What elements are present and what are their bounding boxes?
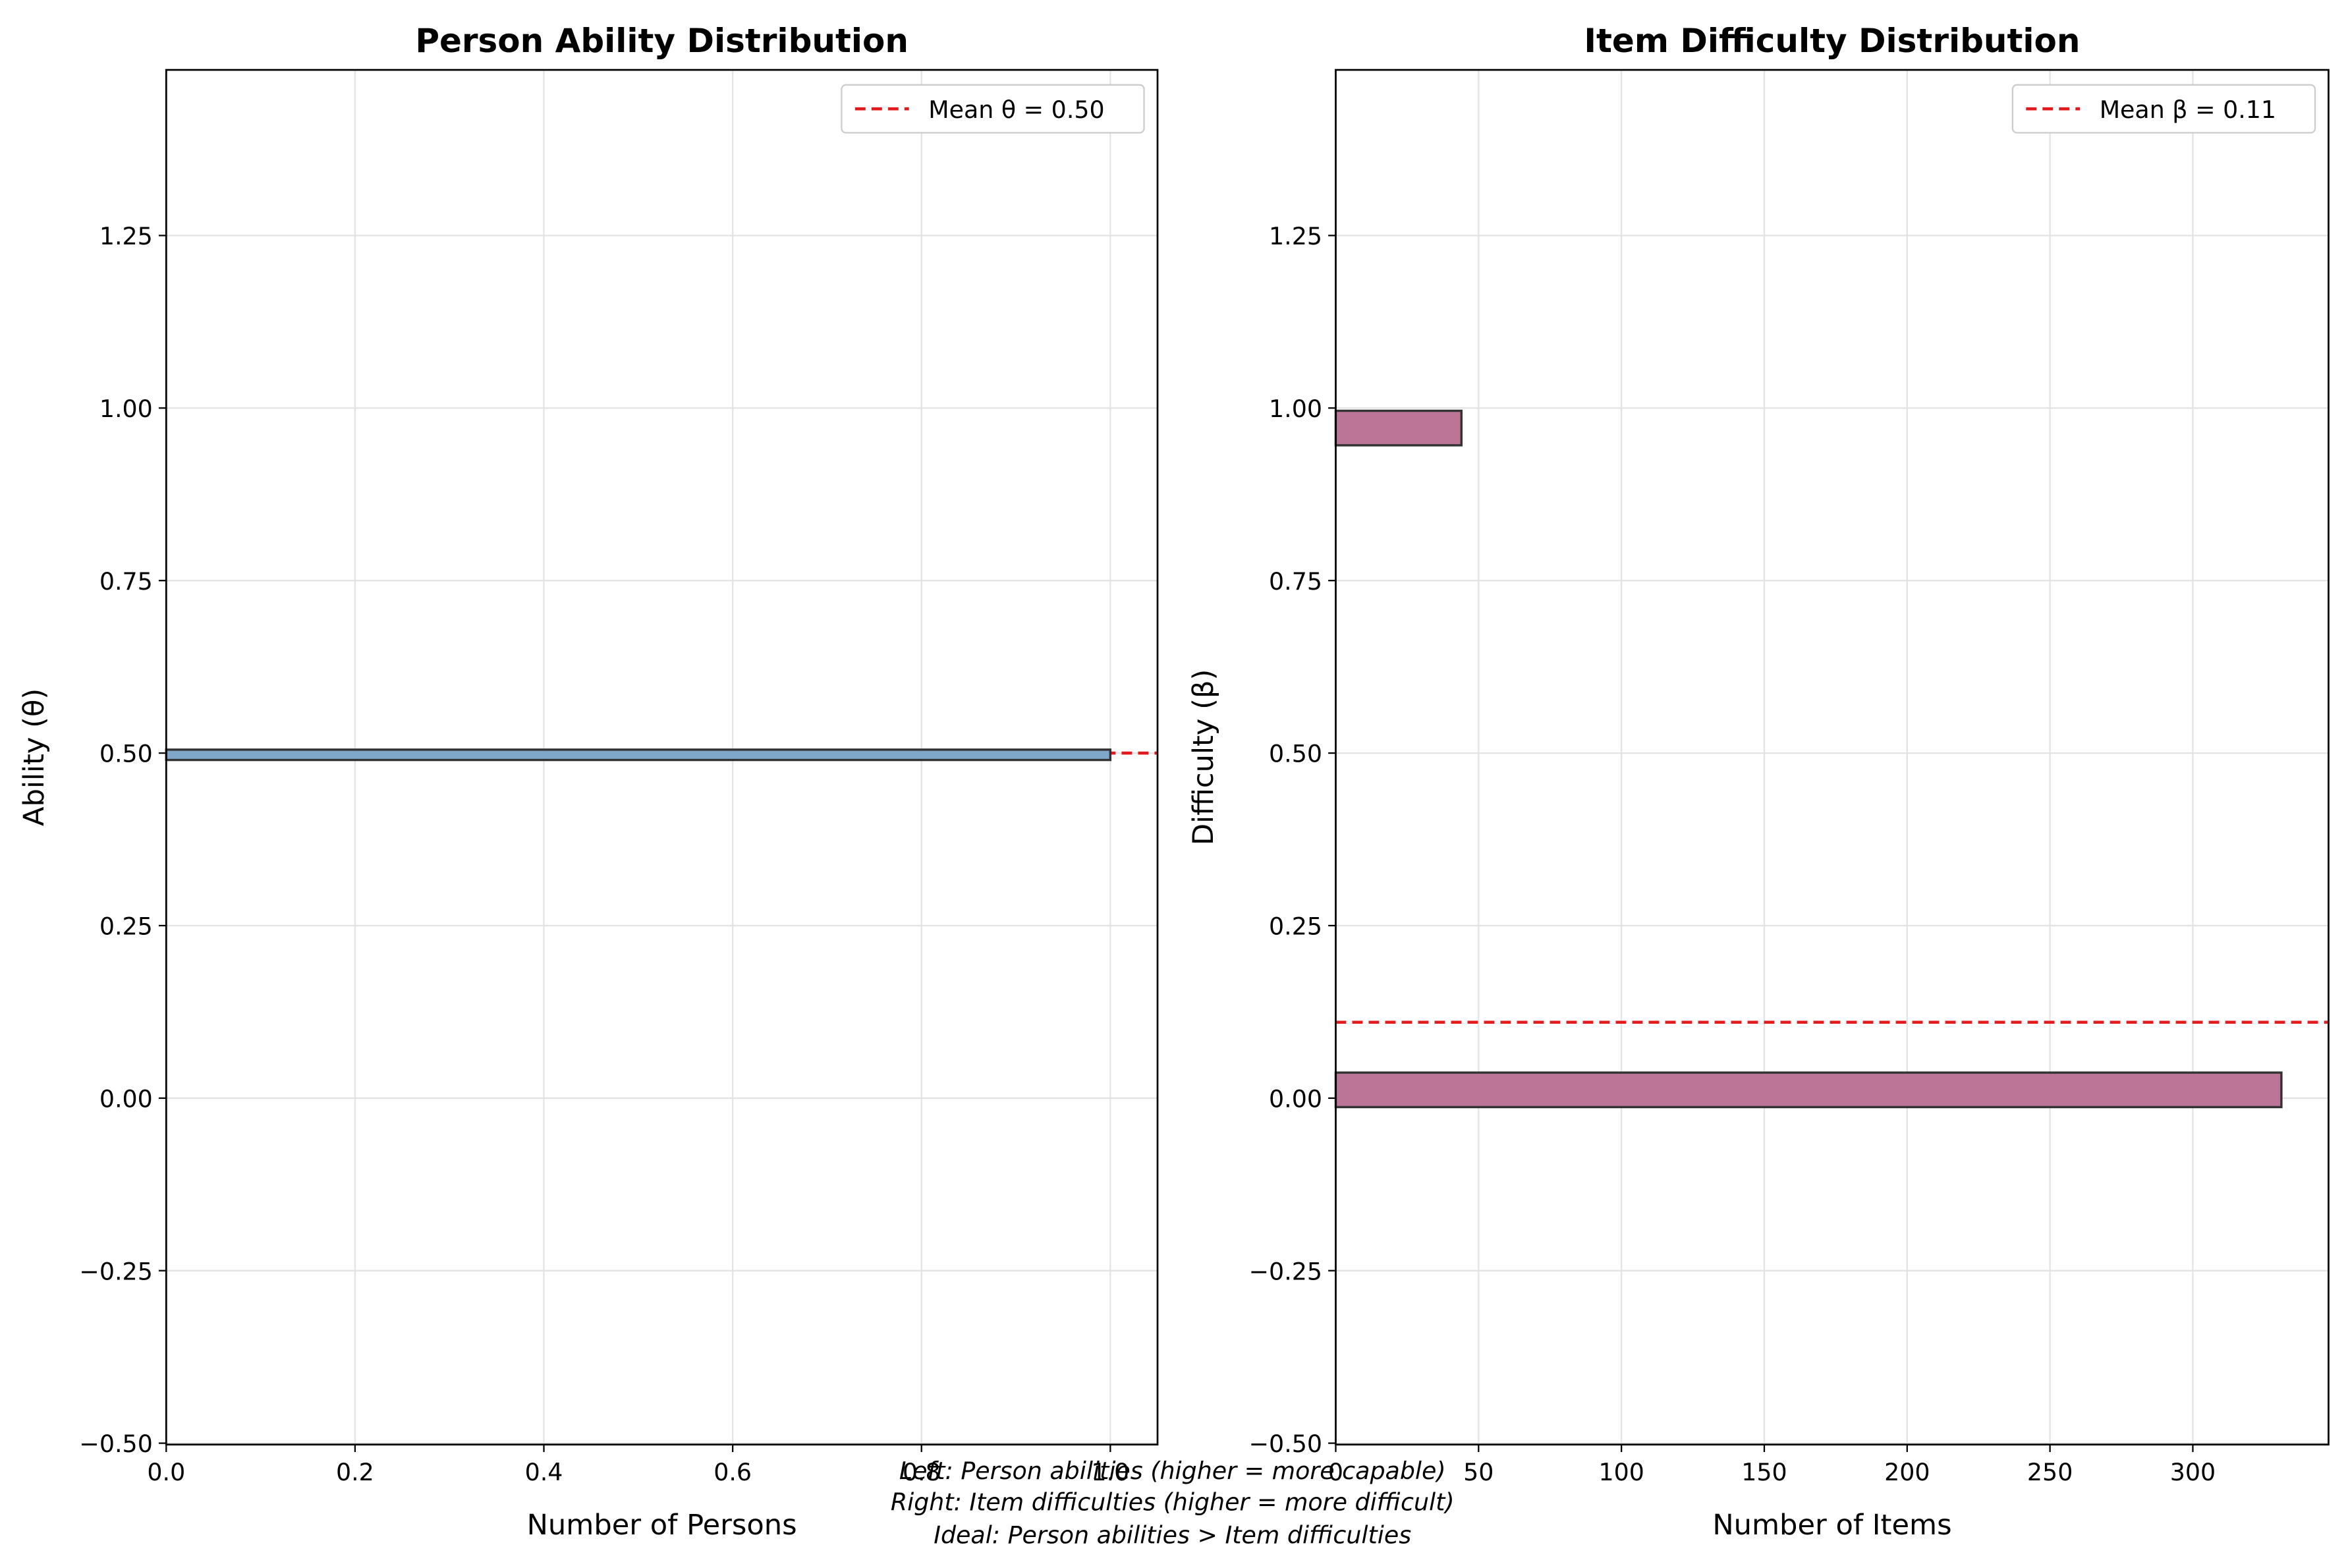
legend-box bbox=[2011, 84, 2316, 134]
bar bbox=[165, 748, 1112, 762]
x-tick-label: 100 bbox=[1598, 1458, 1644, 1486]
x-tick-label: 0.4 bbox=[525, 1458, 563, 1486]
chart-title: Item Difficulty Distribution bbox=[1584, 22, 2080, 60]
x-tick-label: 250 bbox=[2027, 1458, 2073, 1486]
y-tick-label: −0.50 bbox=[79, 1430, 152, 1458]
caption: Left: Person abilities (higher = more ca… bbox=[891, 1457, 1455, 1550]
legend-box bbox=[841, 84, 1145, 134]
axes-frame bbox=[1335, 69, 2330, 1446]
y-tick-label: 0.50 bbox=[1269, 740, 1322, 768]
y-tick-label: 0.00 bbox=[99, 1084, 153, 1113]
legend-label: Mean θ = 0.50 bbox=[928, 96, 1104, 124]
x-axis-label: Number of Persons bbox=[527, 1509, 797, 1542]
legend-label: Mean β = 0.11 bbox=[2100, 96, 2276, 124]
caption-line: Ideal: Person abilities > Item difficult… bbox=[934, 1521, 1411, 1550]
y-tick-label: −0.50 bbox=[1249, 1430, 1322, 1458]
y-tick-label: 0.75 bbox=[99, 567, 153, 596]
x-tick-label: 0 bbox=[1328, 1458, 1343, 1486]
caption-line: Right: Item difficulties (higher = more … bbox=[891, 1488, 1455, 1517]
x-tick-label: 0.6 bbox=[713, 1458, 752, 1486]
y-tick-label: 1.25 bbox=[99, 222, 153, 250]
y-tick-label: 0.25 bbox=[1269, 912, 1322, 941]
x-tick-label: 0.2 bbox=[336, 1458, 374, 1486]
x-tick-label: 50 bbox=[1463, 1458, 1494, 1486]
background bbox=[0, 4, 2348, 1561]
bar bbox=[1334, 409, 1463, 447]
y-axis-label: Difficulty (β) bbox=[1187, 669, 1220, 846]
bar bbox=[1334, 1071, 2283, 1109]
y-tick-label: 1.00 bbox=[1269, 395, 1322, 423]
y-tick-label: 0.00 bbox=[1269, 1084, 1322, 1113]
y-axis-label: Ability (θ) bbox=[18, 688, 51, 826]
axes-frame bbox=[165, 69, 1159, 1446]
x-tick-label: 200 bbox=[1884, 1458, 1930, 1486]
chart-title: Person Ability Distribution bbox=[415, 22, 908, 60]
x-tick-label: 150 bbox=[1741, 1458, 1787, 1486]
y-tick-label: −0.25 bbox=[79, 1257, 152, 1285]
caption-line: Left: Person abilities (higher = more ca… bbox=[899, 1457, 1446, 1485]
y-tick-label: 1.00 bbox=[99, 395, 153, 423]
y-tick-label: −0.25 bbox=[1249, 1257, 1322, 1285]
y-tick-label: 0.50 bbox=[99, 740, 153, 768]
x-tick-label: 300 bbox=[2170, 1458, 2216, 1486]
y-tick-label: 1.25 bbox=[1269, 222, 1322, 250]
x-tick-label: 0.8 bbox=[903, 1458, 941, 1486]
y-tick-label: 0.75 bbox=[1269, 567, 1322, 596]
x-tick-label: 1.0 bbox=[1091, 1458, 1129, 1486]
y-tick-label: 0.25 bbox=[99, 912, 153, 941]
x-tick-label: 0.0 bbox=[147, 1458, 185, 1486]
x-axis-label: Number of Items bbox=[1712, 1509, 1951, 1542]
